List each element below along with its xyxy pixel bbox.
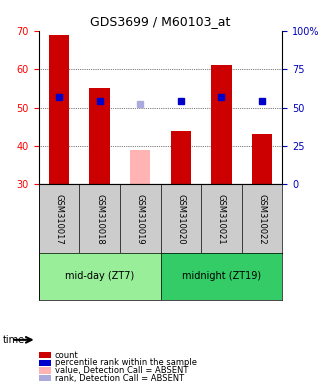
Text: GSM310021: GSM310021: [217, 194, 226, 244]
Bar: [211, 65, 232, 184]
Bar: [252, 134, 272, 184]
Text: value, Detection Call = ABSENT: value, Detection Call = ABSENT: [55, 366, 188, 375]
Text: rank, Detection Call = ABSENT: rank, Detection Call = ABSENT: [55, 374, 184, 383]
Text: GSM310019: GSM310019: [136, 194, 145, 244]
Text: mid-day (ZT7): mid-day (ZT7): [65, 271, 134, 281]
Bar: [39, 253, 160, 300]
Bar: [49, 35, 69, 184]
Title: GDS3699 / M60103_at: GDS3699 / M60103_at: [90, 15, 231, 28]
Bar: [160, 253, 282, 300]
Text: GSM310017: GSM310017: [54, 194, 63, 244]
Text: GSM310022: GSM310022: [258, 194, 267, 244]
Text: time: time: [3, 335, 25, 345]
Text: midnight (ZT19): midnight (ZT19): [182, 271, 261, 281]
Bar: [89, 88, 110, 184]
Text: GSM310020: GSM310020: [176, 194, 185, 244]
Text: GSM310018: GSM310018: [95, 194, 104, 244]
Bar: [130, 150, 150, 184]
Text: percentile rank within the sample: percentile rank within the sample: [55, 358, 196, 367]
Bar: [171, 131, 191, 184]
Text: count: count: [55, 351, 78, 360]
